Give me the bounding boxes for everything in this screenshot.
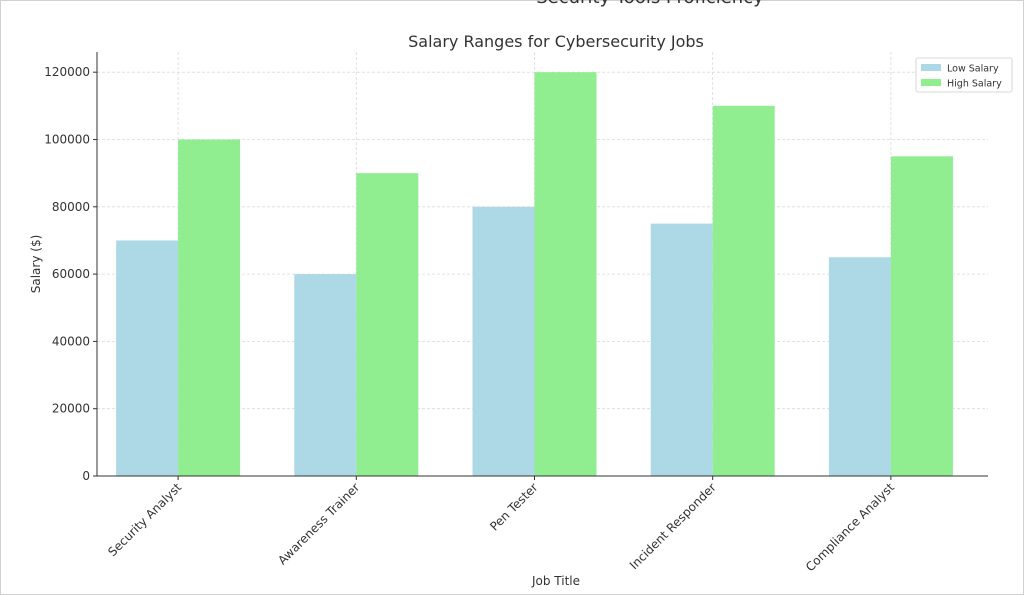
legend-label: Low Salary <box>947 64 999 75</box>
high-salary-bar <box>890 156 953 477</box>
high-salary-bar <box>356 173 419 476</box>
legend: Low Salary High Salary <box>915 57 1013 93</box>
low-salary-bar <box>116 240 179 476</box>
y-tick-label: 60000 <box>52 267 90 281</box>
y-tick-label: 20000 <box>52 402 90 416</box>
y-tick-label: 120000 <box>44 65 90 79</box>
low-salary-bar <box>650 223 713 476</box>
legend-swatch <box>921 79 941 86</box>
bars <box>116 72 953 477</box>
x-tick-label: Incident Responder <box>627 480 719 572</box>
x-ticks: Security Analyst Awareness Trainer Pen Tes… <box>105 476 897 574</box>
legend-swatch <box>921 64 941 71</box>
y-tick-label: 80000 <box>52 200 90 214</box>
low-salary-bar <box>828 257 891 476</box>
x-tick-label: Pen Tester <box>487 480 540 533</box>
y-tick-label: 40000 <box>52 334 90 348</box>
x-tick-label: Compliance Analyst <box>803 480 897 574</box>
cut-off-title: Security Tools Proficiency <box>536 0 764 8</box>
y-axis-label: Salary ($) <box>29 235 43 294</box>
y-tick-label: 100000 <box>44 132 90 146</box>
x-tick-label: Awareness Trainer <box>275 480 362 567</box>
chart-title: Salary Ranges for Cybersecurity Jobs <box>408 32 704 51</box>
x-axis-label: Job Title <box>531 574 580 588</box>
low-salary-bar <box>472 206 535 477</box>
y-tick-label: 0 <box>82 469 90 483</box>
low-salary-bar <box>294 274 357 476</box>
axes <box>96 52 988 477</box>
high-salary-bar <box>178 139 241 476</box>
x-tick-label: Security Analyst <box>105 480 184 559</box>
high-salary-bar <box>534 72 597 476</box>
high-salary-bar <box>712 105 775 476</box>
legend-label: High Salary <box>947 79 1002 90</box>
y-ticks: 0 20000 40000 60000 80000 100000 120000 <box>44 65 97 483</box>
